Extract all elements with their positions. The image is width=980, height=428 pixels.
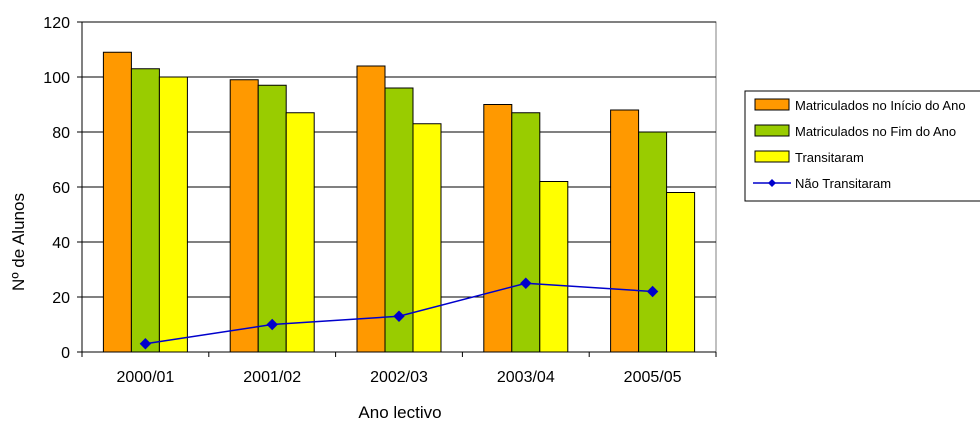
legend-label: Transitaram [795, 150, 864, 165]
y-axis-title: Nº de Alunos [9, 193, 28, 291]
legend: Matriculados no Início do Ano Matriculado… [744, 90, 980, 202]
axes: 0 20 40 60 80 100 120 2000/01 2001/02 2002/03 2003… [43, 15, 717, 386]
bar-matriculados-no-fim-do-ano-0 [130, 68, 160, 353]
x-axis-title: Ano lectivo [358, 403, 441, 422]
x-tick-label: 2003/04 [497, 369, 555, 386]
bar-matriculados-no-in-cio-do-ano-0 [102, 51, 132, 353]
bar-matriculados-no-in-cio-do-ano-3 [483, 104, 513, 353]
y-tick-label: 40 [52, 235, 70, 252]
line-point-3 [520, 277, 532, 289]
bar-matriculados-no-in-cio-do-ano-4 [610, 109, 640, 353]
bar-matriculados-no-fim-do-ano-4 [638, 131, 668, 353]
line-point-1 [266, 318, 278, 331]
line-point-0 [139, 338, 152, 350]
x-tick-label: 2005/05 [624, 369, 682, 386]
bar-matriculados-no-fim-do-ano-3 [511, 112, 541, 353]
y-tick-label: 120 [43, 15, 70, 32]
y-tick-label: 60 [52, 180, 70, 197]
y-tick-label: 100 [43, 70, 70, 87]
legend-label: Matriculados no Início do Ano [795, 98, 966, 113]
legend-label: Não Transitaram [795, 176, 891, 191]
bar-transitaram-1 [285, 112, 315, 353]
bar-transitaram-4 [666, 192, 696, 353]
bar-matriculados-no-in-cio-do-ano-1 [229, 79, 259, 353]
legend-marker [768, 179, 776, 187]
bar-matriculados-no-in-cio-do-ano-2 [356, 65, 386, 353]
bar-matriculados-no-fim-do-ano-1 [257, 84, 287, 353]
line-series [139, 277, 659, 350]
legend-swatch [754, 98, 790, 111]
x-tick-label: 2000/01 [116, 369, 174, 386]
x-tick-label: 2001/02 [243, 369, 301, 386]
bar-transitaram-2 [412, 123, 442, 353]
legend-label: Matriculados no Fim do Ano [795, 124, 956, 139]
line-point-4 [646, 285, 659, 298]
x-tick-label: 2002/03 [370, 369, 428, 386]
bar-matriculados-no-fim-do-ano-2 [384, 87, 414, 353]
bar-transitaram-0 [158, 76, 188, 353]
line-point-2 [393, 310, 405, 322]
legend-swatch [754, 150, 790, 163]
y-tick-label: 20 [52, 290, 70, 307]
legend-swatch [754, 124, 790, 137]
y-tick-label: 80 [52, 125, 70, 142]
y-tick-label: 0 [61, 345, 70, 362]
bars [102, 51, 696, 353]
bar-transitaram-3 [539, 181, 569, 353]
